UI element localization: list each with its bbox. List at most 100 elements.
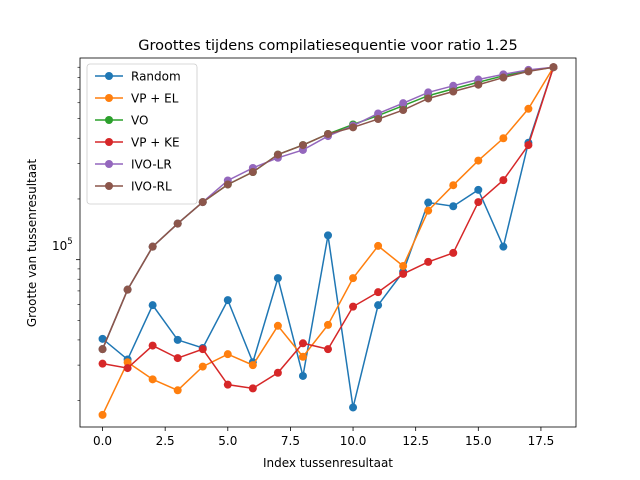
legend-label: IVO-LR [131, 158, 172, 172]
data-point [424, 206, 433, 215]
legend-label: VP + EL [131, 92, 179, 106]
data-point [148, 301, 157, 310]
data-point [248, 361, 257, 370]
legend-label: IVO-RL [131, 180, 172, 194]
data-point [424, 88, 433, 97]
y-axis: 105 [52, 66, 80, 401]
data-point [424, 198, 433, 207]
data-point [123, 364, 132, 373]
data-point [449, 248, 458, 257]
data-point [98, 345, 107, 354]
data-point [173, 386, 182, 395]
legend-marker [105, 160, 113, 168]
data-point [173, 219, 182, 228]
data-point [123, 285, 132, 294]
data-point [223, 350, 232, 359]
data-point [273, 368, 282, 377]
data-point [474, 185, 483, 194]
data-point [349, 302, 358, 311]
data-point [273, 274, 282, 283]
plot-frame [79, 57, 577, 428]
data-point [424, 257, 433, 266]
data-point [324, 345, 332, 354]
plot-area [98, 63, 558, 419]
data-point [399, 262, 408, 271]
data-point [374, 301, 383, 310]
data-point [399, 106, 408, 115]
data-point [248, 168, 257, 177]
data-point [298, 339, 307, 348]
data-point [399, 269, 408, 278]
chart-title: Groottes tijdens compilatiesequentie voo… [138, 38, 518, 54]
data-point [223, 180, 232, 189]
data-point [474, 198, 483, 207]
series-vp-el [98, 63, 558, 419]
data-point [273, 321, 282, 330]
data-point [499, 73, 508, 82]
data-point [198, 362, 207, 371]
x-axis: 0.0 2.5 5.0 7.5 10.0 12.5 15.0 17.5 [93, 427, 554, 448]
x-tick-label: 5.0 [218, 434, 237, 448]
x-tick-label: 10.0 [340, 434, 367, 448]
legend-marker [105, 94, 113, 102]
x-tick-label: 7.5 [281, 434, 300, 448]
data-point [499, 176, 508, 185]
x-tick-label: 0.0 [93, 434, 112, 448]
data-point [298, 352, 307, 361]
legend-marker [105, 138, 113, 146]
data-point [123, 358, 132, 367]
data-point [374, 241, 383, 250]
data-point [349, 403, 358, 412]
data-point [449, 202, 458, 211]
legend-label: VO [131, 114, 148, 128]
data-point [474, 156, 483, 165]
data-point [424, 94, 433, 103]
x-tick-label: 12.5 [402, 434, 429, 448]
legend-marker [105, 72, 113, 80]
x-tick-label: 15.0 [465, 434, 492, 448]
legend-marker [105, 182, 113, 190]
x-axis-label: Index tussenresultaat [263, 456, 393, 470]
legend-label: Random [131, 70, 181, 84]
data-point [399, 99, 408, 108]
data-point [148, 242, 157, 251]
data-point [198, 198, 207, 207]
data-point [98, 334, 107, 343]
data-point [223, 296, 232, 305]
data-point [173, 354, 182, 363]
data-point [273, 150, 282, 159]
data-point [549, 63, 558, 72]
data-point [324, 231, 332, 240]
y-tick-label: 105 [52, 237, 73, 253]
series-ivo-rl [98, 63, 558, 354]
data-point [173, 335, 182, 344]
data-point [474, 80, 483, 89]
data-point [374, 115, 383, 124]
legend: Random VP + EL VO VP + KE IVO-LR IVO-RL [86, 63, 198, 205]
data-point [524, 141, 533, 150]
data-point [198, 345, 207, 354]
data-point [98, 359, 107, 368]
data-point [298, 141, 307, 150]
data-point [98, 410, 107, 419]
legend-label: VP + KE [131, 136, 180, 150]
y-axis-label: Grootte van tussenresultaat [25, 159, 39, 328]
data-point [148, 375, 157, 384]
data-point [324, 320, 332, 329]
data-point [374, 288, 383, 297]
legend-box [86, 63, 198, 205]
data-point [499, 242, 508, 251]
legend-marker [105, 116, 113, 124]
data-point [349, 274, 358, 283]
data-point [449, 181, 458, 190]
x-tick-label: 2.5 [156, 434, 175, 448]
data-point [298, 371, 307, 380]
data-point [223, 380, 232, 389]
x-tick-label: 17.5 [528, 434, 555, 448]
data-point [449, 87, 458, 96]
data-point [524, 67, 533, 76]
data-point [148, 341, 157, 350]
data-point [374, 109, 383, 118]
data-point [449, 81, 458, 90]
